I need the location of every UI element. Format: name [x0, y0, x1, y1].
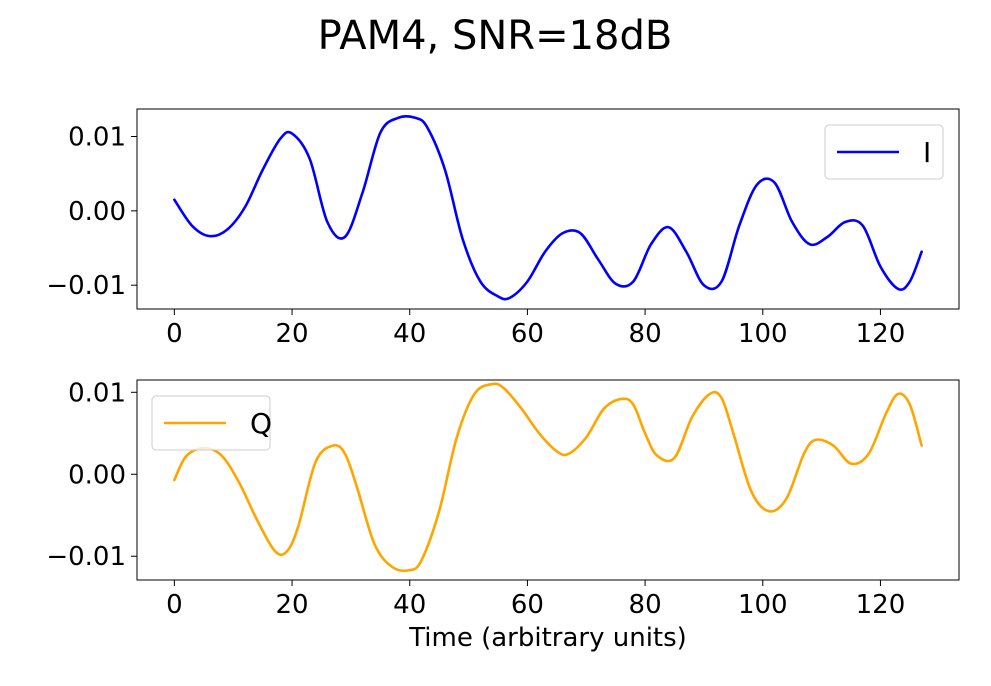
x-tick-label: 80 [629, 590, 662, 620]
y-tick-label: 0.01 [68, 378, 126, 408]
legend-label: Q [250, 407, 272, 440]
subplot-i: 0 20 40 60 80 100 120 −0.01 0.00 0.01 I [46, 108, 960, 349]
x-tick-label: 100 [738, 590, 788, 620]
x-tick-label: 60 [511, 590, 544, 620]
subplot-q: 0 20 40 60 80 100 120 −0.01 0.00 0.01 Q [46, 378, 960, 620]
plot-frame [136, 108, 960, 310]
x-tick-label: 100 [738, 319, 788, 349]
y-tick-label: 0.01 [68, 123, 126, 153]
x-tick-label: 120 [856, 319, 906, 349]
legend-label: I [923, 136, 931, 169]
x-tick-label: 40 [393, 590, 426, 620]
figure-title: PAM4, SNR=18dB [318, 13, 673, 59]
x-axis-label: Time (arbitrary units) [408, 623, 687, 653]
y-tick-label: −0.01 [46, 271, 126, 301]
legend: I [824, 124, 944, 180]
y-tick-label: 0.00 [68, 197, 126, 227]
x-tick-label: 120 [856, 590, 906, 620]
x-tick-label: 20 [275, 590, 308, 620]
x-tick-label: 0 [166, 319, 183, 349]
x-tick-label: 60 [511, 319, 544, 349]
x-tick-label: 40 [393, 319, 426, 349]
x-tick-label: 0 [166, 590, 183, 620]
series-line-q [173, 382, 923, 573]
plot-frame [136, 379, 960, 581]
legend: Q [151, 395, 272, 451]
series-line-i [173, 115, 923, 301]
y-tick-label: 0.00 [68, 460, 126, 490]
x-tick-label: 80 [629, 319, 662, 349]
x-tick-label: 20 [275, 319, 308, 349]
y-tick-label: −0.01 [46, 542, 126, 572]
